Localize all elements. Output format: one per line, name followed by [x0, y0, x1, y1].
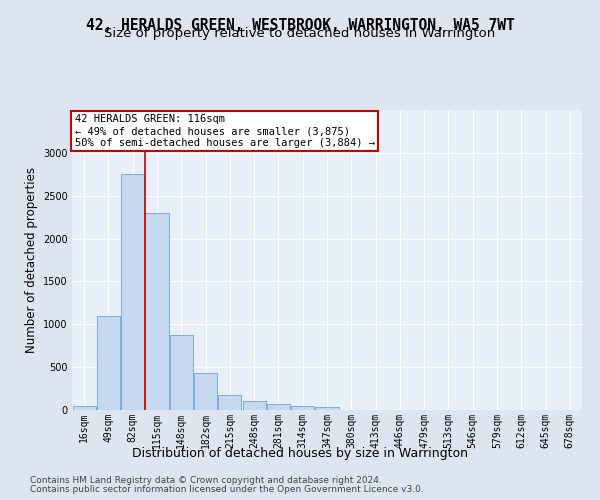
Text: 42 HERALDS GREEN: 116sqm
← 49% of detached houses are smaller (3,875)
50% of sem: 42 HERALDS GREEN: 116sqm ← 49% of detach… — [74, 114, 374, 148]
Bar — [194, 373, 217, 410]
Text: 42, HERALDS GREEN, WESTBROOK, WARRINGTON, WA5 7WT: 42, HERALDS GREEN, WESTBROOK, WARRINGTON… — [86, 18, 514, 32]
Text: Distribution of detached houses by size in Warrington: Distribution of detached houses by size … — [132, 448, 468, 460]
Bar — [73, 406, 95, 410]
Bar — [242, 402, 266, 410]
Bar — [121, 174, 144, 410]
Text: Size of property relative to detached houses in Warrington: Size of property relative to detached ho… — [104, 28, 496, 40]
Text: Contains public sector information licensed under the Open Government Licence v3: Contains public sector information licen… — [30, 485, 424, 494]
Y-axis label: Number of detached properties: Number of detached properties — [25, 167, 38, 353]
Text: Contains HM Land Registry data © Crown copyright and database right 2024.: Contains HM Land Registry data © Crown c… — [30, 476, 382, 485]
Bar — [170, 334, 193, 410]
Bar — [97, 316, 120, 410]
Bar — [316, 408, 338, 410]
Bar — [145, 213, 169, 410]
Bar — [291, 406, 314, 410]
Bar — [267, 404, 290, 410]
Bar — [218, 395, 241, 410]
